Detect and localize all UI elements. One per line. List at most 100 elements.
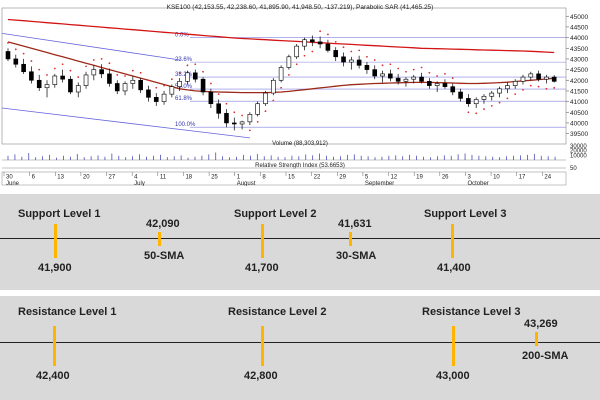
x-tick-label: 17 <box>519 175 526 181</box>
price-chart-svg: KSE100 (42,153.55, 42,238.60, 41,895.90,… <box>1 4 588 186</box>
support-level-2-tick <box>261 224 264 258</box>
candle-body <box>29 71 34 81</box>
candle-body <box>161 93 167 102</box>
resistance-level-3-value: 43,000 <box>436 370 470 382</box>
psar-dot <box>139 71 142 74</box>
psar-dot <box>529 84 532 87</box>
sma30-tick <box>349 232 352 246</box>
candle-body <box>13 58 19 65</box>
candle-body <box>512 81 518 86</box>
psar-dot <box>209 82 212 85</box>
month-label: July <box>134 181 145 186</box>
psar-dot <box>194 63 197 66</box>
date-axis <box>1 171 567 186</box>
candle-body <box>294 45 300 58</box>
psar-dot <box>61 63 64 66</box>
psar-dot <box>303 54 306 57</box>
psar-dot <box>14 48 17 51</box>
candle-body <box>458 91 463 99</box>
candle-body <box>325 43 331 51</box>
resistance-level-2-tick <box>261 326 264 366</box>
psar-dot <box>389 63 392 66</box>
resistance-baseline <box>0 342 600 343</box>
psar-dot <box>202 70 204 73</box>
x-tick-label: 13 <box>57 175 64 181</box>
candle-body <box>551 76 557 82</box>
candle-body <box>200 78 206 93</box>
month-label: June <box>6 181 20 186</box>
support-level-2-title: Support Level 2 <box>234 208 317 220</box>
candle-body <box>52 75 58 85</box>
candle-body <box>68 78 73 93</box>
candle-body <box>247 114 253 123</box>
y-tick-label: 42000 <box>570 78 588 85</box>
x-tick-label: 4 <box>134 175 138 181</box>
x-tick-label: 5 <box>365 175 369 181</box>
support-level-3-title: Support Level 3 <box>424 208 507 220</box>
candle-body <box>278 67 284 81</box>
volume-tick-label: 30000 <box>570 144 587 150</box>
y-tick-label: 43000 <box>570 56 588 63</box>
candle-body <box>44 84 50 89</box>
rsi-tick-label: 50 <box>570 166 577 172</box>
candle-body <box>349 59 354 63</box>
x-tick-label: 19 <box>416 175 423 181</box>
psar-dot <box>217 93 220 96</box>
resistance-level-1-tick <box>53 326 56 366</box>
psar-dot <box>459 82 462 85</box>
psar-dot <box>248 129 251 132</box>
y-tick-label: 44500 <box>570 24 588 31</box>
psar-dot <box>483 108 485 110</box>
chart-title: KSE100 (42,153.55, 42,238.60, 41,895.90,… <box>167 4 434 11</box>
candle-body <box>286 56 292 68</box>
psar-dot <box>553 86 556 89</box>
upper-trendline <box>1 32 181 61</box>
price-chart: KSE100 (42,153.55, 42,238.60, 41,895.90,… <box>0 0 600 186</box>
psar-dot <box>373 59 376 61</box>
candle-body <box>146 89 151 98</box>
candle-body <box>520 76 526 82</box>
x-tick-label: 10 <box>493 175 500 181</box>
psar-dot <box>366 55 368 58</box>
psar-dot <box>327 33 329 36</box>
psar-dot <box>311 50 314 53</box>
candle-body <box>107 73 112 84</box>
psar-dot <box>46 74 48 76</box>
resistance-level-3-tick <box>452 326 455 366</box>
sma200-label: 200-SMA <box>522 350 569 362</box>
candle-body <box>395 77 401 82</box>
candle-body <box>427 81 432 86</box>
candle-body <box>231 122 237 125</box>
y-tick-label: 41000 <box>570 99 588 106</box>
y-tick-label: 44000 <box>570 35 588 42</box>
psar-dot <box>155 86 158 89</box>
psar-dot <box>272 99 275 102</box>
x-tick-label: 24 <box>544 175 551 181</box>
y-tick-label: 39500 <box>570 131 588 138</box>
psar-dot <box>490 104 493 107</box>
resistance-level-1-value: 42,400 <box>36 370 70 382</box>
rsi-label: Relative Strength Index (53.6653) <box>255 163 345 169</box>
psar-dot <box>53 67 56 70</box>
fib-label: 50.0% <box>175 84 193 90</box>
candle-body <box>208 91 214 105</box>
support-baseline <box>0 238 600 239</box>
resistance-level-3-title: Resistance Level 3 <box>422 306 521 318</box>
candle-body <box>60 75 65 80</box>
candle-body <box>138 79 143 91</box>
sma30-value: 41,631 <box>338 218 372 230</box>
candle-body <box>505 85 510 90</box>
sma200-tick <box>535 332 538 346</box>
psar-dot <box>350 50 353 53</box>
fib-label: 100.0% <box>175 122 196 128</box>
sma200-value: 43,269 <box>524 318 558 330</box>
y-tick-label: 43500 <box>570 46 588 53</box>
candle-body <box>114 83 120 92</box>
psar-dot <box>358 49 361 52</box>
psar-dot <box>85 65 87 68</box>
resistance-level-2-value: 42,800 <box>244 370 278 382</box>
candle-body <box>21 63 26 73</box>
candle-body <box>185 72 190 82</box>
candle-body <box>177 81 182 87</box>
psar-dot <box>420 66 423 69</box>
